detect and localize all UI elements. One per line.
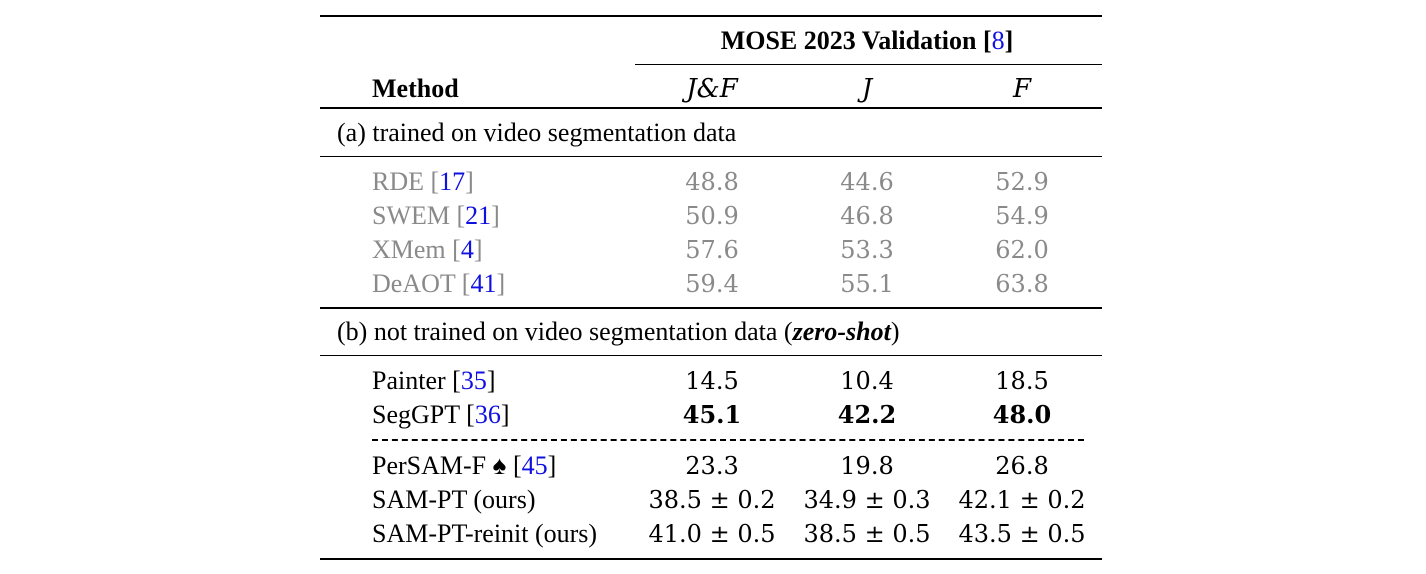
j-cell: 38.5 ± 0.5 <box>803 520 931 548</box>
f-cell: 52.9 <box>995 168 1049 196</box>
citation-link[interactable]: 41 <box>470 269 497 298</box>
jf-cell: 57.6 <box>685 236 739 264</box>
group-cmidrule <box>635 64 1102 66</box>
j-cell: 42.2 <box>837 400 897 429</box>
f-cell: 42.1 ± 0.2 <box>958 486 1086 514</box>
method-cell: XMem [4] <box>372 235 483 264</box>
dashed-separator <box>372 439 1084 441</box>
citation-link[interactable]: 8 <box>991 26 1005 55</box>
top-rule <box>320 15 1102 17</box>
method-cell: SegGPT [36] <box>372 400 510 429</box>
method-cell: PerSAM-F ♠ [45] <box>372 451 557 480</box>
j-cell: 10.4 <box>840 367 894 395</box>
method-cell: SAM-PT (ours) <box>372 485 536 514</box>
citation-link[interactable]: 45 <box>521 451 548 480</box>
method-cell: Painter [35] <box>372 366 496 395</box>
group-header: MOSE 2023 Validation [8] <box>720 26 1014 55</box>
jf-cell: 23.3 <box>685 452 739 480</box>
method-header: Method <box>372 74 459 103</box>
f-cell: 63.8 <box>995 270 1049 298</box>
jf-cell: 41.0 ± 0.5 <box>648 520 776 548</box>
jf-cell: 45.1 <box>682 400 742 429</box>
results-table: MOSE 2023 Validation [8] Method J&F J F … <box>320 0 1102 574</box>
method-cell: SAM-PT-reinit (ours) <box>372 519 598 548</box>
j-cell: 55.1 <box>840 270 894 298</box>
section-b-top-rule <box>320 307 1102 309</box>
citation-link[interactable]: 21 <box>465 201 492 230</box>
f-cell: 18.5 <box>995 367 1049 395</box>
section-b-rule <box>320 355 1102 357</box>
f-cell: 48.0 <box>992 400 1052 429</box>
section-a-title: (a) trained on video segmentation data <box>337 118 737 147</box>
col-header-jf: J&F <box>686 74 738 104</box>
j-cell: 53.3 <box>840 236 894 264</box>
citation-link[interactable]: 4 <box>460 235 474 264</box>
method-cell: SWEM [21] <box>372 201 500 230</box>
jf-cell: 59.4 <box>685 270 739 298</box>
section-b-title: (b) not trained on video segmentation da… <box>337 317 900 346</box>
j-cell: 34.9 ± 0.3 <box>803 486 931 514</box>
f-cell: 62.0 <box>995 236 1049 264</box>
citation-link[interactable]: 35 <box>460 366 487 395</box>
f-cell: 26.8 <box>995 452 1049 480</box>
j-cell: 44.6 <box>840 168 894 196</box>
jf-cell: 50.9 <box>685 202 739 230</box>
jf-cell: 14.5 <box>685 367 739 395</box>
citation-link[interactable]: 17 <box>439 167 466 196</box>
f-cell: 54.9 <box>995 202 1049 230</box>
j-cell: 46.8 <box>840 202 894 230</box>
f-cell: 43.5 ± 0.5 <box>958 520 1086 548</box>
section-a-rule <box>320 156 1102 158</box>
col-header-f: F <box>1012 74 1032 104</box>
bottom-rule <box>320 558 1102 560</box>
method-cell: DeAOT [41] <box>372 269 506 298</box>
citation-link[interactable]: 36 <box>474 400 501 429</box>
header-rule <box>320 107 1102 109</box>
j-cell: 19.8 <box>840 452 894 480</box>
jf-cell: 48.8 <box>685 168 739 196</box>
method-cell: RDE [17] <box>372 167 474 196</box>
jf-cell: 38.5 ± 0.2 <box>648 486 776 514</box>
col-header-j: J <box>861 74 873 104</box>
